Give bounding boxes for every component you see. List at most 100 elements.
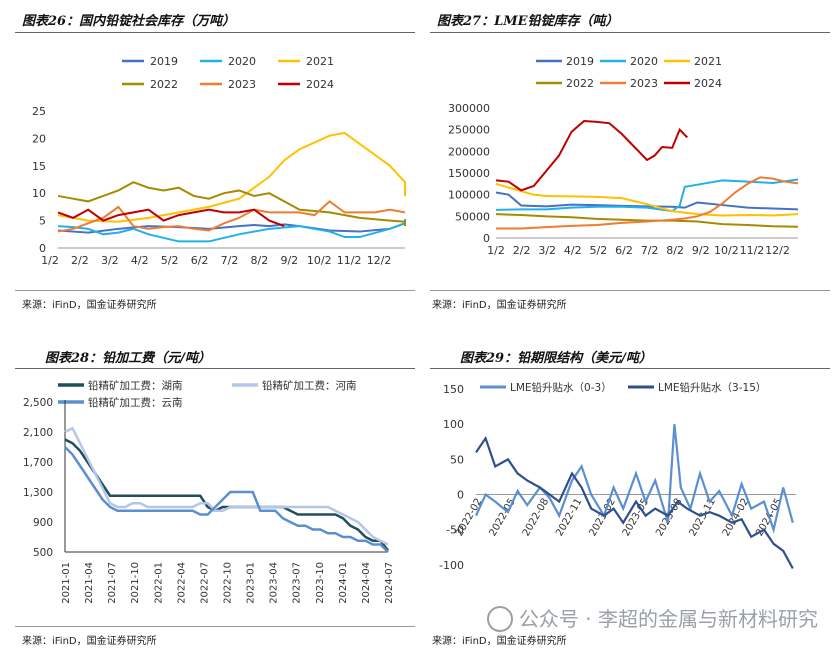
chart29-y-tick: 0 <box>457 489 464 502</box>
chart27-line-2023 <box>496 176 799 230</box>
chart29-svg: LME铅升贴水（0-3） LME铅升贴水（3-15） -100 -50 0 50 100 15… <box>439 381 796 572</box>
chart26-y-tick: 25 <box>32 105 46 118</box>
chart28-x-tick: 2021-07 <box>107 562 118 604</box>
chart27-y-tick: 150000 <box>448 167 490 180</box>
chart28-bottom-rule <box>15 626 415 627</box>
chart27-x-tick: 3/2 <box>538 244 556 257</box>
chart29-y-tick: -50 <box>446 524 464 537</box>
chart27-svg: 2019 2020 2021 2022 2023 2024 0 50000 100000 1500… <box>448 55 799 257</box>
chart26-x-tick: 4/2 <box>131 254 149 267</box>
chart26-svg: 2019 2020 2021 2022 2023 2024 0 5 10 15 20 25 1/2 2/2… <box>32 55 406 267</box>
chart26-line-2023 <box>57 200 406 233</box>
chart28-line-1 <box>64 426 389 546</box>
chart26-x-tick: 12/2 <box>367 254 392 267</box>
chart28-x-tick: 2021-04 <box>84 562 95 604</box>
chart26-y-tick: 0 <box>39 242 46 255</box>
chart28-x-tick: 2021-10 <box>130 562 141 604</box>
chart27-y-tick: 100000 <box>448 189 490 202</box>
chart26-y-tick: 15 <box>32 160 46 173</box>
chart28-x-tick: 2021-01 <box>61 562 72 604</box>
chart27-y-tick: 0 <box>483 232 490 245</box>
chart26-x-tick: 6/2 <box>191 254 209 267</box>
chart26-source: 来源：iFinD，国金证券研究所 <box>22 300 157 311</box>
chart28-x-tick: 2024-01 <box>338 562 349 604</box>
chart28-y-tick: 2,500 <box>23 397 53 409</box>
chart29-legend-label: LME铅升贴水（3-15） <box>658 381 766 394</box>
chart27-x-tick: 6/2 <box>615 244 633 257</box>
chart26-x-tick: 1/2 <box>41 254 59 267</box>
chart29-line-1 <box>475 435 794 569</box>
chart28-y-tick: 2,100 <box>23 427 53 439</box>
chart26-legend-label: 2022 <box>150 78 178 91</box>
chart27-x-tick: 5/2 <box>590 244 608 257</box>
chart26-legend-label: 2024 <box>306 78 334 91</box>
chart27-line-2021 <box>495 182 799 217</box>
chart27-x-tick: 2/2 <box>513 244 531 257</box>
chart28-legend-label: 铅精矿加工费：河南 <box>262 379 357 392</box>
chart28-x-tick: 2022-01 <box>153 562 164 604</box>
chart27-y-tick: 200000 <box>448 145 490 158</box>
chart27-legend-label: 2021 <box>694 55 722 68</box>
chart29-top-rule <box>430 368 830 369</box>
chart28-x-tick: 2022-07 <box>199 562 210 604</box>
chart29-x-tick: 2022-02 <box>454 497 484 539</box>
chart27-top-rule <box>430 32 830 33</box>
chart28-x-tick: 2022-04 <box>176 562 187 604</box>
chart28-y-tick: 1,300 <box>23 487 53 499</box>
chart27-legend-label: 2020 <box>630 55 658 68</box>
chart26-title: 图表26：国内铅锭社会库存（万吨） <box>22 14 236 29</box>
chart26-line-2024 <box>57 208 285 228</box>
chart26-x-tick: 2/2 <box>71 254 89 267</box>
chart29-line-0 <box>474 424 794 534</box>
chart28-x-tick: 2024-07 <box>384 562 395 604</box>
chart26-legend-label: 2020 <box>228 55 256 68</box>
chart27-line-2019 <box>495 191 799 211</box>
chart26-y-tick: 20 <box>32 132 46 145</box>
chart29-source: 来源：iFinD，国金证券研究所 <box>432 636 567 647</box>
chart27-legend-label: 2019 <box>566 55 594 68</box>
chart27-line-2024 <box>495 119 688 192</box>
chart26-x-tick: 5/2 <box>161 254 179 267</box>
chart28-source: 来源：iFinD，国金证券研究所 <box>22 636 157 647</box>
chart28-x-tick: 2023-04 <box>269 562 280 604</box>
chart29-y-tick: 50 <box>450 453 464 466</box>
chart27-title: 图表27：LME铅锭库存（吨） <box>437 14 619 29</box>
chart26-line-2021 <box>57 131 406 223</box>
chart27-legend-label: 2023 <box>630 77 658 90</box>
chart26-x-tick: 8/2 <box>251 254 269 267</box>
chart27-y-tick: 50000 <box>455 210 490 223</box>
chart27-legend-label: 2024 <box>694 77 722 90</box>
chart28-line-2 <box>64 446 389 553</box>
chart29-legend-label: LME铅升贴水（0-3） <box>510 381 612 394</box>
chart28-x-tick: 2024-04 <box>361 562 372 604</box>
chart27-x-tick: 8/2 <box>666 244 684 257</box>
chart26-legend-label: 2019 <box>150 55 178 68</box>
watermark-text: 公众号 · 李超的金属与新材料研究 <box>518 607 818 631</box>
chart26-line-2022 <box>57 181 406 227</box>
chart27-x-tick: 7/2 <box>641 244 659 257</box>
chart29-y-tick: -100 <box>439 559 464 572</box>
wechat-icon <box>486 605 513 632</box>
chart26-line-2020 <box>57 218 406 243</box>
chart28-top-rule <box>15 368 415 369</box>
chart29-x-tick: 2022-11 <box>554 497 584 539</box>
chart26-y-tick: 10 <box>32 187 46 200</box>
chart28-y-tick: 1,700 <box>23 457 53 469</box>
chart27-y-tick: 250000 <box>448 124 490 137</box>
chart26-x-tick: 10/2 <box>307 254 332 267</box>
chart28-title: 图表28：铅加工费（元/吨） <box>45 351 211 366</box>
chart28-legend-label: 铅精矿加工费：湖南 <box>88 379 183 392</box>
chart27-x-tick: 4/2 <box>564 244 582 257</box>
chart26-line-2019 <box>57 221 406 234</box>
chart28-y-tick: 500 <box>33 547 53 559</box>
chart28-line-0 <box>64 438 389 552</box>
chart29-y-tick: 150 <box>443 383 464 396</box>
chart26-x-tick: 7/2 <box>221 254 239 267</box>
chart27-x-tick: 12/2 <box>765 244 790 257</box>
chart27-y-tick: 300000 <box>448 102 490 115</box>
chart26-legend-label: 2021 <box>306 55 334 68</box>
chart29-x-tick: 2023-02 <box>588 497 618 539</box>
chart29-title: 图表29：铅期限结构（美元/吨） <box>460 351 652 366</box>
chart27-bottom-rule <box>430 290 830 291</box>
chart26-x-tick: 11/2 <box>337 254 362 267</box>
